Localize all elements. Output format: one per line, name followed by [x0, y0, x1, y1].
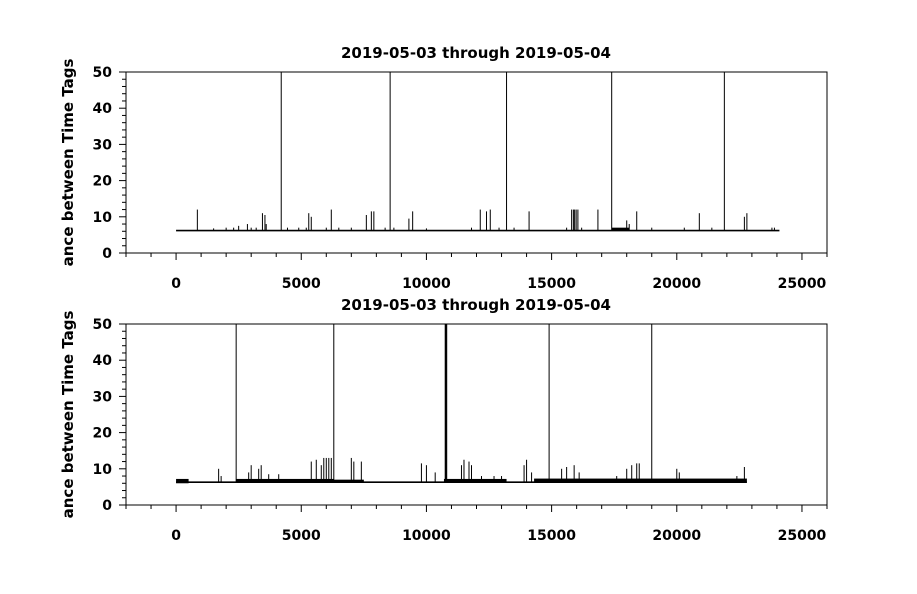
series-band	[176, 478, 189, 484]
series-band	[333, 479, 364, 483]
plot-frame	[125, 323, 828, 506]
chart-title: 2019-05-03 through 2019-05-04	[341, 44, 611, 62]
y-axis-label: ance between Time Tags	[59, 311, 77, 519]
x-tick-label: 0	[171, 528, 181, 544]
x-tick-label: 15000	[527, 528, 576, 544]
x-tick-label: 20000	[652, 528, 701, 544]
y-tick-label: 40	[93, 101, 113, 117]
y-tick-label: 30	[93, 389, 113, 405]
y-tick-label: 20	[93, 174, 113, 190]
x-tick-label: 25000	[778, 276, 827, 292]
y-tick-label: 50	[93, 65, 113, 81]
y-tick-label: 20	[93, 426, 113, 442]
y-tick-label: 10	[93, 210, 113, 226]
x-tick-label: 5000	[282, 528, 321, 544]
chart-panel-top: 2019-05-03 through 2019-05-04 ance betwe…	[59, 44, 828, 292]
series-band	[236, 478, 334, 483]
x-tick-label: 10000	[402, 276, 451, 292]
x-tick-label: 10000	[402, 528, 451, 544]
x-tick-label: 20000	[652, 276, 701, 292]
y-tick-label: 0	[102, 498, 112, 514]
y-tick-label: 30	[93, 137, 113, 153]
x-tick-label: 25000	[778, 528, 827, 544]
y-tick-label: 50	[93, 317, 113, 333]
chart-panel-bottom: 2019-05-03 through 2019-05-04 ance betwe…	[59, 296, 828, 544]
x-tick-label: 5000	[282, 276, 321, 292]
y-tick-label: 0	[102, 246, 112, 262]
y-tick-label: 10	[93, 462, 113, 478]
x-tick-label: 15000	[527, 276, 576, 292]
series-band	[443, 478, 507, 483]
plot-frame	[125, 71, 828, 254]
x-tick-label: 0	[171, 276, 181, 292]
series-band	[534, 478, 747, 483]
chart-title: 2019-05-03 through 2019-05-04	[341, 296, 611, 314]
series-band	[611, 227, 630, 231]
y-tick-label: 40	[93, 353, 113, 369]
y-axis-label: ance between Time Tags	[59, 59, 77, 267]
